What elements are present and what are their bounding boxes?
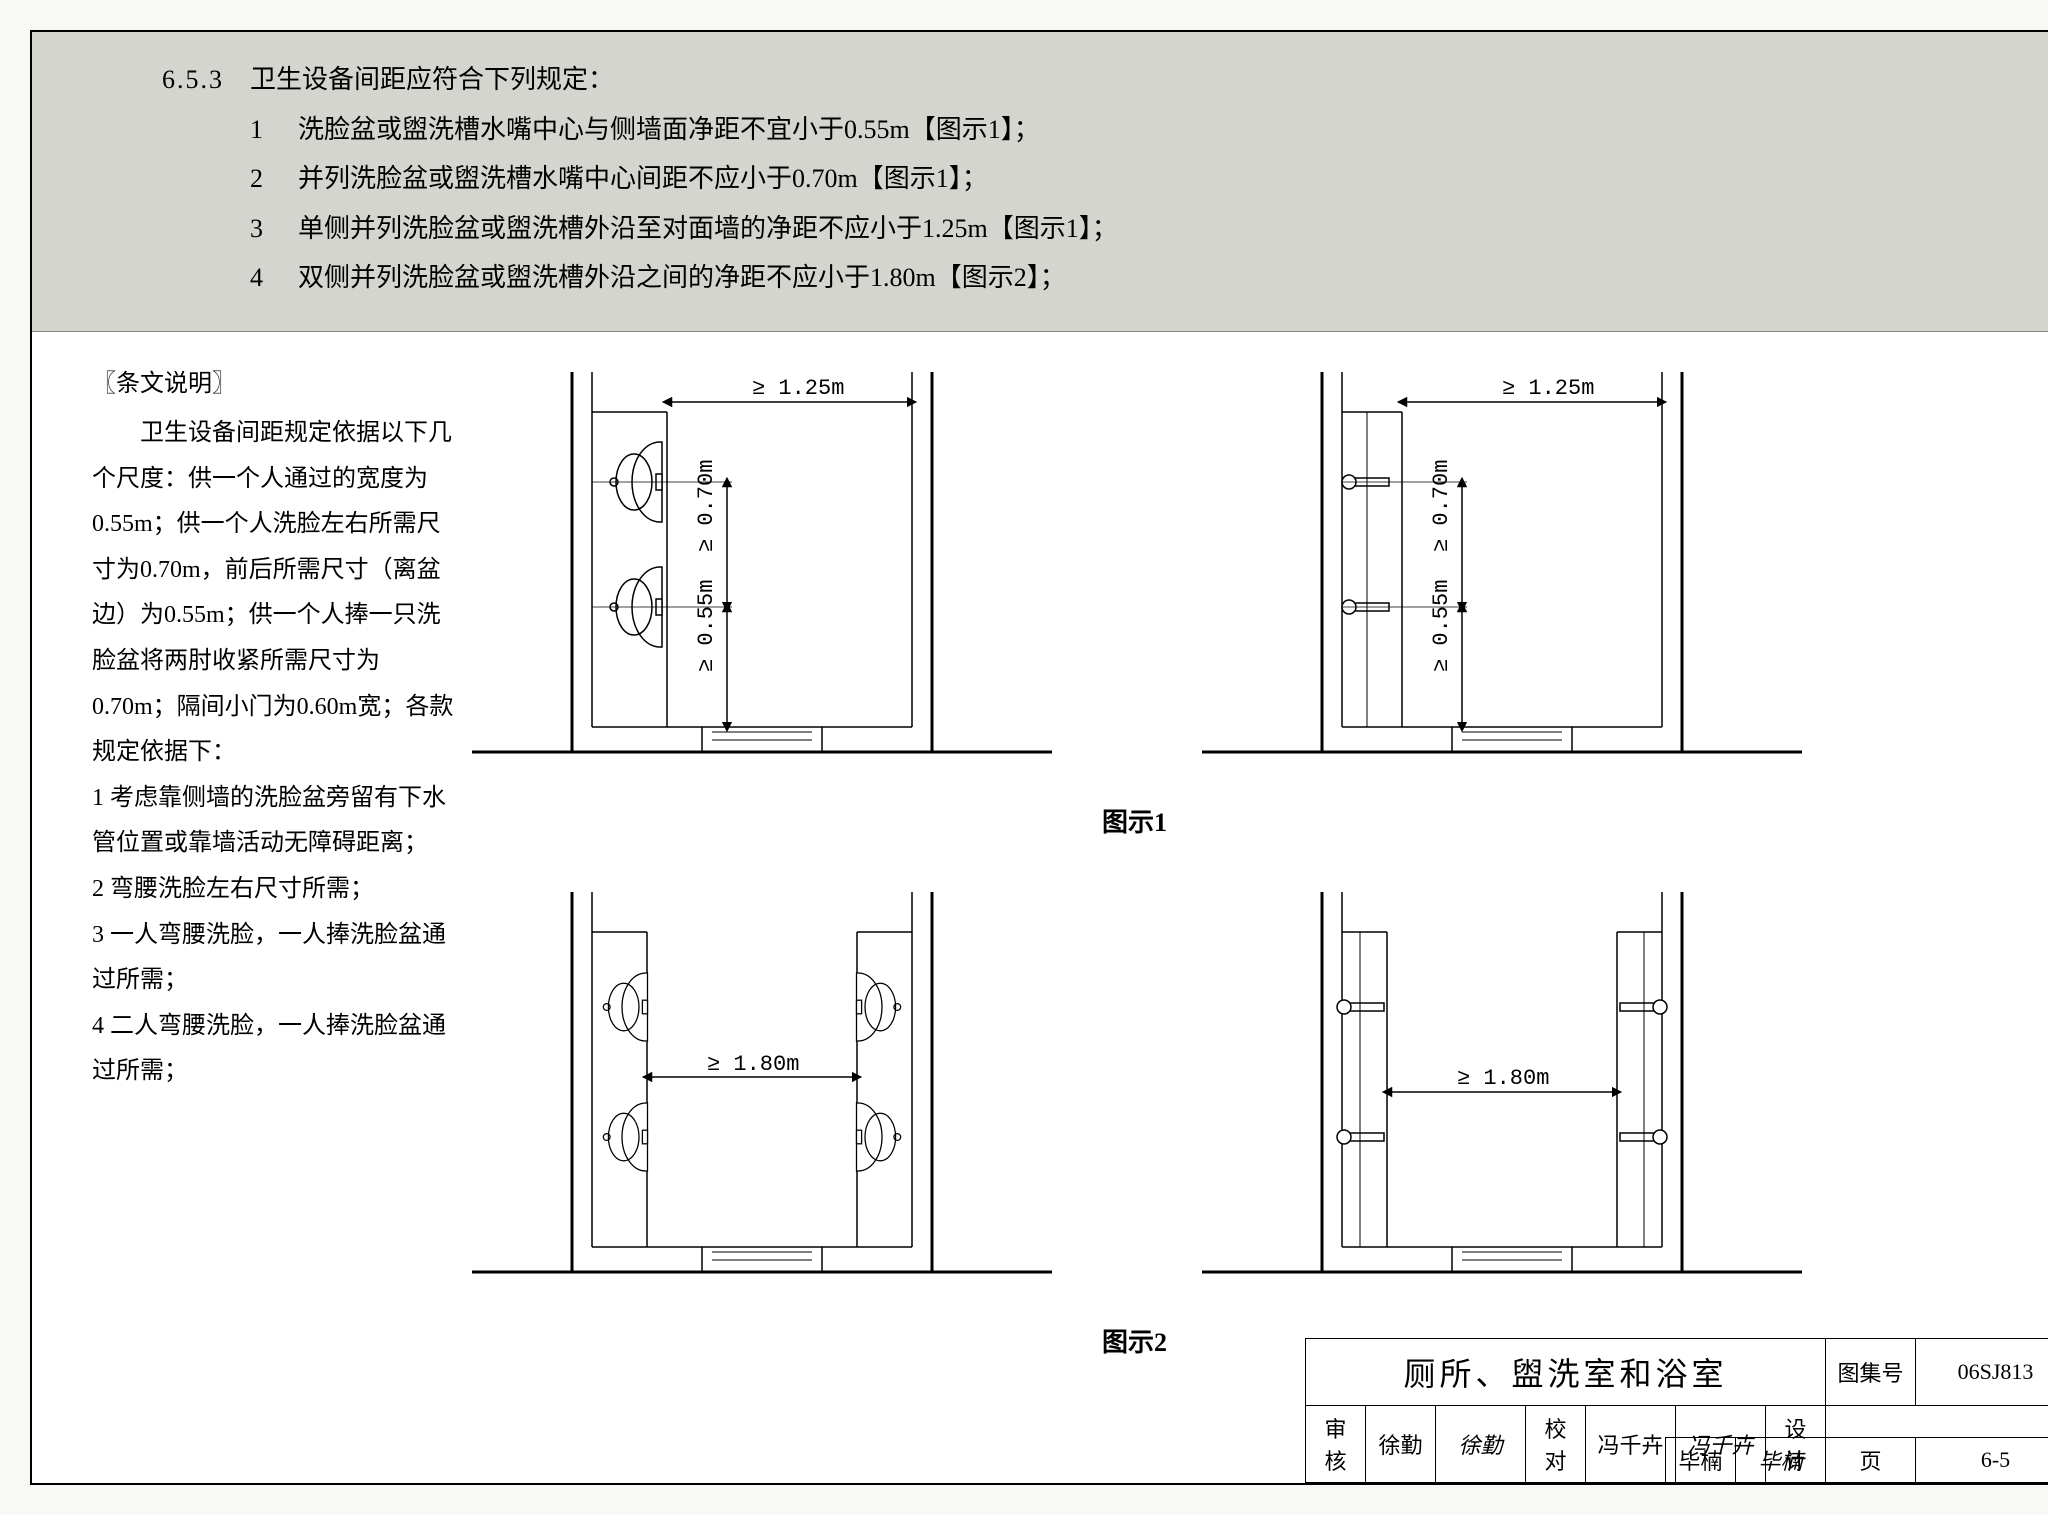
- dim-180: ≥ 1.80m: [707, 1052, 799, 1077]
- dim-180: ≥ 1.80m: [1457, 1066, 1549, 1091]
- dim-125: ≥ 1.25m: [1502, 376, 1594, 401]
- clause-text: 并列洗脸盆或盥洗槽水嘴中心间距不应小于0.70m【图示1】；: [298, 156, 988, 202]
- reviewer: 徐勤: [1366, 1406, 1436, 1483]
- fig2-right: ≥ 1.80m: [1202, 892, 1802, 1272]
- main-area: 〖条文说明〗 卫生设备间距规定依据以下几个尺度：供一个人通过的宽度为0.55m；…: [32, 332, 2048, 1332]
- explanation-item: 1 考虑靠侧墙的洗脸盆旁留有下水管位置或靠墙活动无障碍距离；: [92, 776, 462, 867]
- clause-title-line: 6.5.3 卫生设备间距应符合下列规定：: [162, 57, 2016, 103]
- clause-text: 单侧并列洗脸盆或盥洗槽外沿至对面墙的净距不应小于1.25m【图示1】；: [298, 206, 1118, 252]
- explanation-heading: 〖条文说明〗: [92, 362, 462, 408]
- fig1-right: ≥ 1.25m ≥ 0.70m ≥ 0.55m: [1202, 372, 1802, 752]
- check-label: 校对: [1526, 1406, 1586, 1483]
- page-label: 页: [1826, 1438, 1916, 1483]
- checker: 冯千卉: [1586, 1406, 1676, 1483]
- clause-text: 双侧并列洗脸盆或盥洗槽外沿之间的净距不应小于1.80m【图示2】；: [298, 255, 1066, 301]
- dim-070: ≥ 0.70m: [694, 459, 719, 551]
- explanation-body: 卫生设备间距规定依据以下几个尺度：供一个人通过的宽度为0.55m；供一个人洗脸左…: [92, 411, 462, 776]
- explanation-item: 4 二人弯腰洗脸，一人捧洗脸盆通过所需；: [92, 1004, 462, 1095]
- clause-item: 3 单侧并列洗脸盆或盥洗槽外沿至对面墙的净距不应小于1.25m【图示1】；: [250, 206, 2016, 252]
- explanation-item: 2 弯腰洗脸左右尺寸所需；: [92, 867, 462, 913]
- review-signature: 徐勤: [1436, 1406, 1526, 1483]
- clause-idx: 2: [250, 156, 298, 202]
- figures-svg: ≥ 1.25m ≥ 0.70m ≥ 0.55m: [472, 362, 2032, 1342]
- clause-idx: 1: [250, 107, 298, 153]
- figure1-label: 图示1: [1102, 802, 1167, 839]
- explanation-item: 3 一人弯腰洗脸，一人捧洗脸盆通过所需；: [92, 913, 462, 1004]
- dim-055: ≥ 0.55m: [694, 579, 719, 671]
- review-label: 审核: [1306, 1406, 1366, 1483]
- clause-title: 卫生设备间距应符合下列规定：: [250, 65, 614, 94]
- clause-idx: 3: [250, 206, 298, 252]
- clause-idx: 4: [250, 255, 298, 301]
- dim-070: ≥ 0.70m: [1429, 459, 1454, 551]
- clause-item: 2 并列洗脸盆或盥洗槽水嘴中心间距不应小于0.70m【图示1】；: [250, 156, 2016, 202]
- clause-header: 6.5.3 卫生设备间距应符合下列规定： 1 洗脸盆或盥洗槽水嘴中心与侧墙面净距…: [32, 32, 2048, 332]
- dim-125: ≥ 1.25m: [752, 376, 844, 401]
- figure2-label: 图示2: [1102, 1322, 1167, 1359]
- design-signature: 毕楠: [1736, 1438, 1826, 1483]
- clause-text: 洗脸盆或盥洗槽水嘴中心与侧墙面净距不宜小于0.55m【图示1】；: [298, 107, 1040, 153]
- designer: 毕楠: [1666, 1438, 1736, 1483]
- fig1-left: ≥ 1.25m ≥ 0.70m ≥ 0.55m: [472, 372, 1052, 752]
- clause-number: 6.5.3: [162, 65, 224, 94]
- page-value: 6-5: [1916, 1438, 2048, 1483]
- clause-item: 1 洗脸盆或盥洗槽水嘴中心与侧墙面净距不宜小于0.55m【图示1】；: [250, 107, 2016, 153]
- title-block-overlay: 毕楠 毕楠 页 6-5: [1665, 1382, 2048, 1484]
- fig2-left: ≥ 1.80m: [472, 892, 1052, 1272]
- dim-055: ≥ 0.55m: [1429, 579, 1454, 671]
- clause-item: 4 双侧并列洗脸盆或盥洗槽外沿之间的净距不应小于1.80m【图示2】；: [250, 255, 2016, 301]
- explanation-column: 〖条文说明〗 卫生设备间距规定依据以下几个尺度：供一个人通过的宽度为0.55m；…: [92, 362, 472, 1332]
- page-container: 6.5.3 卫生设备间距应符合下列规定： 1 洗脸盆或盥洗槽水嘴中心与侧墙面净距…: [30, 30, 2048, 1485]
- figures-column: 图示1 图示2: [472, 362, 2036, 1332]
